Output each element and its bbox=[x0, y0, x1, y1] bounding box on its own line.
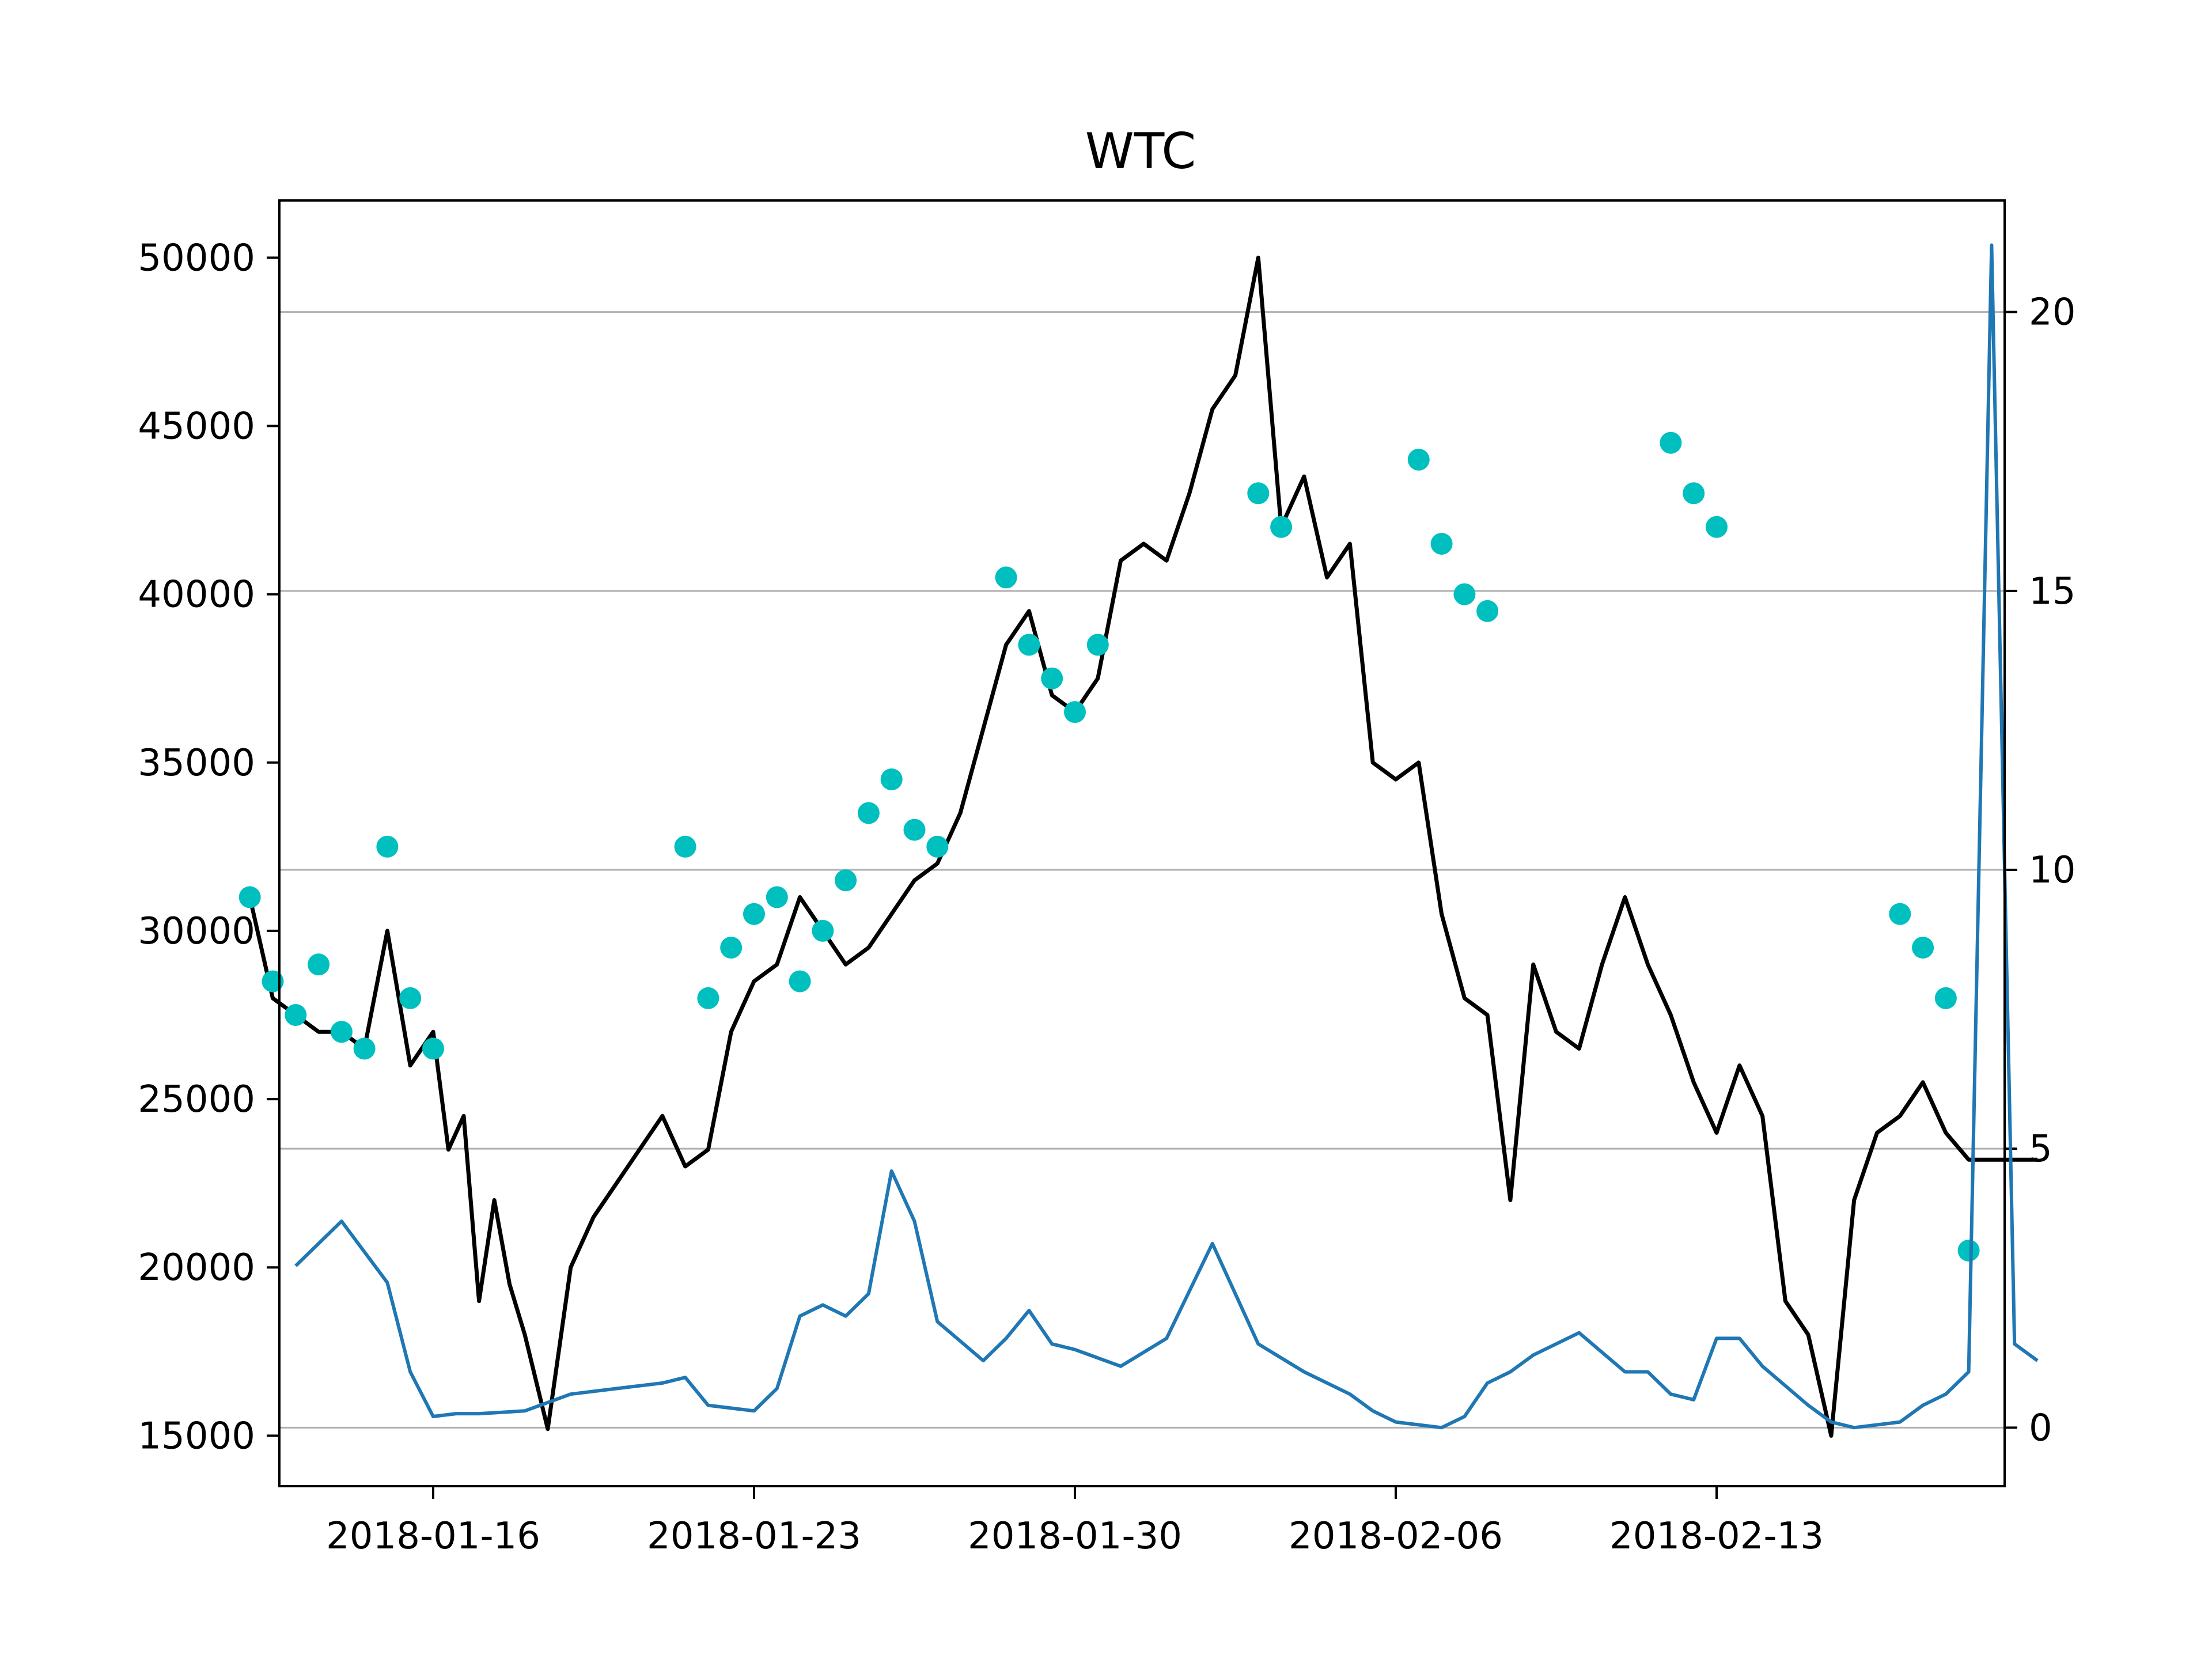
signal-marker-point bbox=[1270, 516, 1293, 538]
signal-marker-point bbox=[1064, 701, 1086, 724]
chart-title: WTC bbox=[1085, 123, 1196, 180]
right-y-axis: 0 5 10 15 20 bbox=[2005, 291, 2075, 1449]
x-tick-label: 2018-02-06 bbox=[1289, 1515, 1503, 1558]
price-series-line bbox=[248, 255, 2037, 1438]
right-y-tick-label: 10 bbox=[2029, 849, 2075, 892]
left-y-tick-label: 45000 bbox=[138, 405, 255, 448]
signal-marker-point bbox=[1018, 634, 1040, 656]
signal-marker-point bbox=[789, 970, 811, 993]
signal-marker-point bbox=[285, 1004, 307, 1026]
signal-marker-point bbox=[1247, 482, 1270, 505]
signal-marker-point bbox=[766, 886, 788, 908]
plot-frame bbox=[278, 199, 2006, 1487]
signal-marker-point bbox=[1660, 431, 1682, 454]
left-y-tick-label: 20000 bbox=[138, 1247, 255, 1289]
x-tick-label: 2018-02-13 bbox=[1609, 1515, 1824, 1558]
signal-marker-point bbox=[1957, 1240, 1980, 1262]
right-y-tick-label: 0 bbox=[2029, 1407, 2052, 1449]
signal-marker-point bbox=[376, 835, 399, 858]
signal-marker-point bbox=[353, 1037, 376, 1060]
signal-marker-point bbox=[238, 886, 261, 908]
signal-marker-point bbox=[1912, 937, 1934, 959]
left-y-tick-label: 15000 bbox=[138, 1415, 255, 1457]
signal-marker-point bbox=[1430, 533, 1453, 555]
left-y-axis: 15000 20000 25000 30000 35000 40000 45000 50000 bbox=[138, 237, 279, 1457]
signal-marker-point bbox=[1041, 667, 1063, 690]
plot-series bbox=[238, 243, 2039, 1438]
left-y-tick-label: 35000 bbox=[138, 742, 255, 785]
signal-marker-point bbox=[812, 919, 834, 942]
x-tick-label: 2018-01-23 bbox=[647, 1515, 861, 1558]
signal-marker-point bbox=[697, 987, 719, 1009]
x-tick-label: 2018-01-30 bbox=[968, 1515, 1182, 1558]
signal-marker-point bbox=[880, 768, 903, 790]
signal-marker-point bbox=[674, 835, 696, 858]
right-y-tick-label: 20 bbox=[2029, 291, 2075, 334]
signal-marker-point bbox=[1934, 987, 1957, 1009]
signal-marker-point bbox=[926, 835, 949, 858]
left-y-tick-label: 30000 bbox=[138, 910, 255, 953]
signal-marker-point bbox=[903, 819, 926, 841]
right-y-tick-label: 5 bbox=[2029, 1128, 2052, 1171]
signal-marker-point bbox=[330, 1021, 353, 1043]
left-y-tick-label: 25000 bbox=[138, 1078, 255, 1121]
signal-marker-point bbox=[857, 802, 880, 824]
signal-marker-point bbox=[422, 1037, 444, 1060]
signal-marker-point bbox=[720, 937, 743, 959]
signal-marker-point bbox=[1453, 583, 1476, 605]
right-y-tick-label: 15 bbox=[2029, 570, 2075, 613]
grid-lines bbox=[279, 311, 2005, 1429]
signal-marker-point bbox=[399, 987, 422, 1009]
signal-marker-point bbox=[1086, 634, 1109, 656]
x-tick-label: 2018-01-16 bbox=[326, 1515, 540, 1558]
left-y-tick-label: 40000 bbox=[138, 574, 255, 616]
signal-marker-point bbox=[835, 869, 857, 892]
signal-marker-point bbox=[1683, 482, 1705, 505]
signal-marker-point bbox=[1407, 448, 1430, 471]
signal-marker-point bbox=[1706, 516, 1728, 538]
x-axis: 2018-01-16 2018-01-23 2018-01-30 2018-02-06… bbox=[326, 1486, 1824, 1558]
left-y-tick-label: 50000 bbox=[138, 237, 255, 279]
signal-marker-point bbox=[995, 566, 1017, 589]
indicator-series-line bbox=[294, 243, 2039, 1430]
signal-marker-point bbox=[1889, 903, 1911, 925]
signal-marker-point bbox=[743, 903, 765, 925]
signal-marker-point bbox=[1476, 600, 1499, 622]
signal-marker-point bbox=[308, 953, 330, 976]
